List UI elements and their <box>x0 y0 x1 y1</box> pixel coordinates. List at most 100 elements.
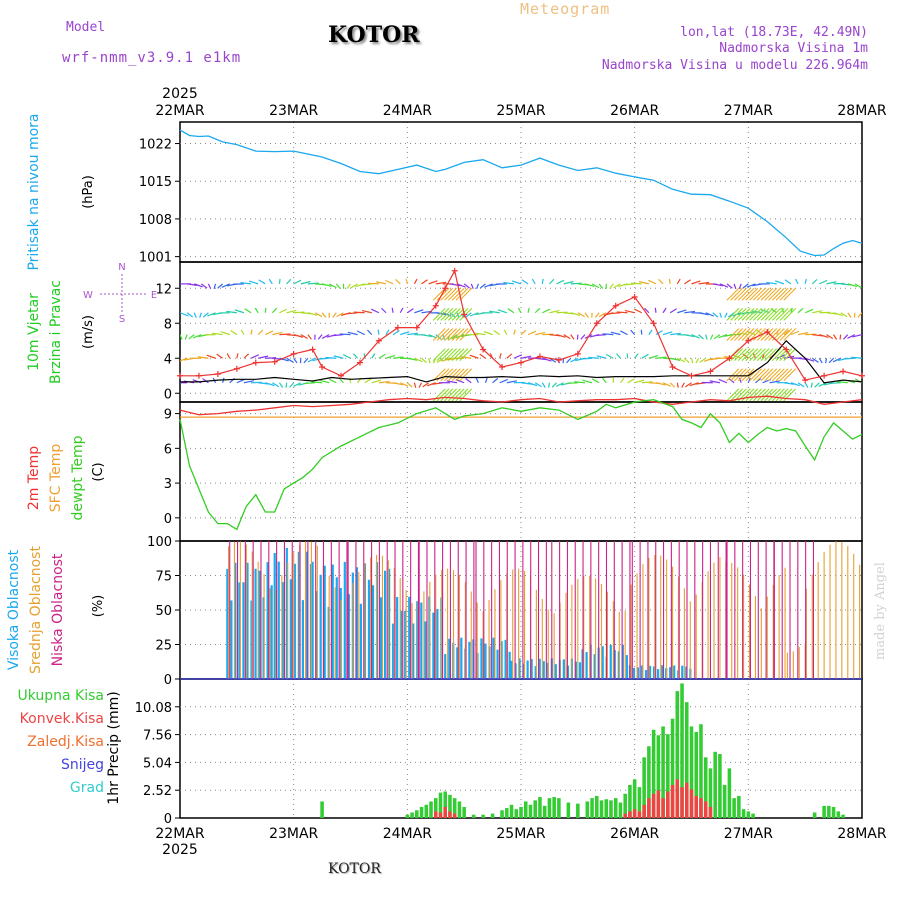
precip-bar-1 <box>651 793 656 818</box>
gust-marker <box>195 372 202 379</box>
dir-key-w: W <box>83 290 93 301</box>
wind-arrow <box>662 382 671 387</box>
wind-arrow <box>627 378 635 384</box>
wind-arrow <box>549 309 560 314</box>
precip-bar-0 <box>595 795 599 818</box>
precip-bar-0 <box>424 804 429 818</box>
wind-axis-name-2: Brzina i Pravac <box>48 280 64 384</box>
wind-arrow-gust <box>734 328 747 341</box>
wind-arrow-gust <box>756 307 770 321</box>
wind-arrow <box>833 334 838 340</box>
wind-arrow <box>506 380 518 384</box>
precip-bar-0 <box>836 811 841 818</box>
wind-arrow <box>264 307 267 313</box>
wind-arrow <box>279 308 288 314</box>
gust-marker <box>271 358 278 365</box>
wind-arrow <box>286 309 297 314</box>
wind-arrow <box>339 333 351 336</box>
wind-arrow <box>732 354 742 359</box>
wind-arrow <box>790 382 800 387</box>
wind-arrow-gust <box>756 287 770 301</box>
precip-bar-0 <box>642 757 646 818</box>
wind-arrow-gust <box>745 348 759 362</box>
precip-bar-0 <box>637 787 642 818</box>
wind-arrow-gust <box>783 328 797 341</box>
wind-arrow <box>602 377 607 384</box>
wind-arrow <box>407 332 418 336</box>
wind-arrow <box>577 312 585 318</box>
wind-arrow <box>563 281 574 285</box>
wind-arrow-gust <box>779 388 793 402</box>
wind-arrow <box>574 381 585 384</box>
wind-arrow <box>563 334 571 340</box>
wind-arrow-gust <box>741 307 755 321</box>
wind-arrow <box>818 382 827 387</box>
wind-arrow <box>616 353 621 359</box>
gust-marker <box>394 324 401 331</box>
wind-arrow <box>804 382 809 388</box>
wind-arrow <box>226 353 231 359</box>
y-tick-label: 0 <box>164 673 172 688</box>
wind-arrow <box>784 279 792 285</box>
wind-arrow-gust <box>764 348 778 362</box>
wind-arrow <box>520 329 527 336</box>
wind-arrow-gust <box>455 328 469 341</box>
precip-legend-4: Grad <box>70 780 104 796</box>
wind-arrow <box>662 331 673 336</box>
wind-arrow <box>413 382 417 388</box>
wind-arrow <box>774 280 785 285</box>
wind-arrow-gust <box>749 307 762 321</box>
wind-arrow <box>829 382 841 384</box>
y-tick-label: 25 <box>155 639 172 654</box>
precip-bar-0 <box>666 734 670 818</box>
wind-arrow-gust <box>783 368 797 382</box>
precip-bar-0 <box>481 814 485 818</box>
wind-arrow-gust <box>771 348 785 362</box>
wind-arrow <box>662 307 667 314</box>
wind-arrow <box>548 278 555 285</box>
wind-arrow <box>257 329 264 336</box>
wind-arrow <box>332 334 344 337</box>
wind-arrow <box>818 357 823 364</box>
wind-arrow <box>469 354 479 359</box>
wind-arrow <box>685 382 692 388</box>
wind-arrow <box>712 312 719 318</box>
precip-bar-0 <box>841 814 845 818</box>
gust-marker <box>612 302 619 309</box>
wind-arrow <box>851 356 862 359</box>
wind-arrow-gust <box>436 388 450 402</box>
wind-arrow-gust <box>779 348 793 362</box>
wind-arrow <box>300 280 311 285</box>
wind-arrow <box>654 307 657 313</box>
lonlat-label: lon,lat (18.73E, 42.49N) <box>680 25 868 40</box>
wind-arrow <box>240 329 245 335</box>
wind-arrow-gust <box>756 348 770 362</box>
pressure-series-line <box>179 129 863 257</box>
wind-arrow <box>484 283 493 288</box>
temp-axis-unit: (C) <box>91 462 106 481</box>
wind-arrow <box>570 357 579 363</box>
wind-arrow <box>602 333 614 336</box>
wind-arrow <box>353 311 365 314</box>
wind-arrow-gust <box>440 368 454 382</box>
wind-arrow <box>695 357 700 364</box>
wind-arrow <box>542 308 551 314</box>
wind-arrow <box>683 357 690 364</box>
dir-key-cross <box>100 274 146 312</box>
wind-arrow <box>810 382 813 388</box>
gust-marker <box>593 320 600 327</box>
wind-arrow <box>293 334 304 338</box>
wind-arrow <box>346 312 358 315</box>
wind-arrow-gust <box>726 328 740 341</box>
wind-arrow <box>197 356 209 359</box>
wind-arrow <box>217 283 224 289</box>
wind-arrow <box>655 382 666 386</box>
wind-arrow <box>418 382 423 388</box>
precip-bar-1 <box>680 787 684 818</box>
wind-arrow <box>451 334 458 340</box>
wind-arrow-gust <box>459 368 473 382</box>
wind-arrow <box>338 377 344 384</box>
station-title: KOTOR <box>328 22 420 48</box>
wind-arrow-gust <box>749 287 762 301</box>
